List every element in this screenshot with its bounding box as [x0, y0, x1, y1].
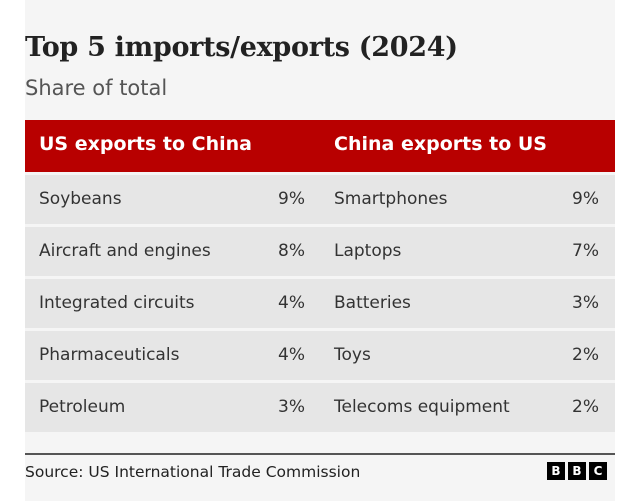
us-export-item: Soybeans	[39, 189, 122, 209]
us-export-share: 3%	[278, 397, 305, 417]
table-row: Pharmaceuticals 4% Toys 2%	[25, 331, 615, 380]
us-export-item: Aircraft and engines	[39, 241, 211, 261]
us-export-share: 9%	[278, 189, 305, 209]
table-header: US exports to China China exports to US	[25, 120, 615, 172]
bbc-logo-block-c: C	[589, 462, 607, 480]
china-export-share: 7%	[572, 241, 599, 261]
us-export-item: Pharmaceuticals	[39, 345, 180, 365]
source-note: Source: US International Trade Commissio…	[25, 463, 361, 481]
china-export-item: Telecoms equipment	[334, 397, 510, 417]
bbc-logo: B B C	[547, 462, 607, 480]
us-export-share: 4%	[278, 345, 305, 365]
china-export-share: 3%	[572, 293, 599, 313]
china-export-share: 9%	[572, 189, 599, 209]
bbc-logo-block-b1: B	[547, 462, 565, 480]
table-row: Soybeans 9% Smartphones 9%	[25, 175, 615, 224]
us-export-item: Integrated circuits	[39, 293, 195, 313]
table-row: Aircraft and engines 8% Laptops 7%	[25, 227, 615, 276]
china-export-item: Batteries	[334, 293, 411, 313]
china-export-item: Laptops	[334, 241, 402, 261]
us-export-share: 4%	[278, 293, 305, 313]
bbc-logo-block-b2: B	[568, 462, 586, 480]
china-export-share: 2%	[572, 397, 599, 417]
footer-divider	[25, 453, 615, 455]
china-export-item: Toys	[334, 345, 371, 365]
table-row: Petroleum 3% Telecoms equipment 2%	[25, 383, 615, 432]
column-heading-china-exports: China exports to US	[334, 133, 547, 155]
china-export-item: Smartphones	[334, 189, 448, 209]
table-row: Integrated circuits 4% Batteries 3%	[25, 279, 615, 328]
chart-title: Top 5 imports/exports (2024)	[25, 32, 458, 63]
us-export-share: 8%	[278, 241, 305, 261]
chart-subtitle: Share of total	[25, 76, 168, 100]
us-export-item: Petroleum	[39, 397, 126, 417]
column-heading-us-exports: US exports to China	[39, 133, 252, 155]
trade-table: US exports to China China exports to US …	[25, 120, 615, 432]
china-export-share: 2%	[572, 345, 599, 365]
